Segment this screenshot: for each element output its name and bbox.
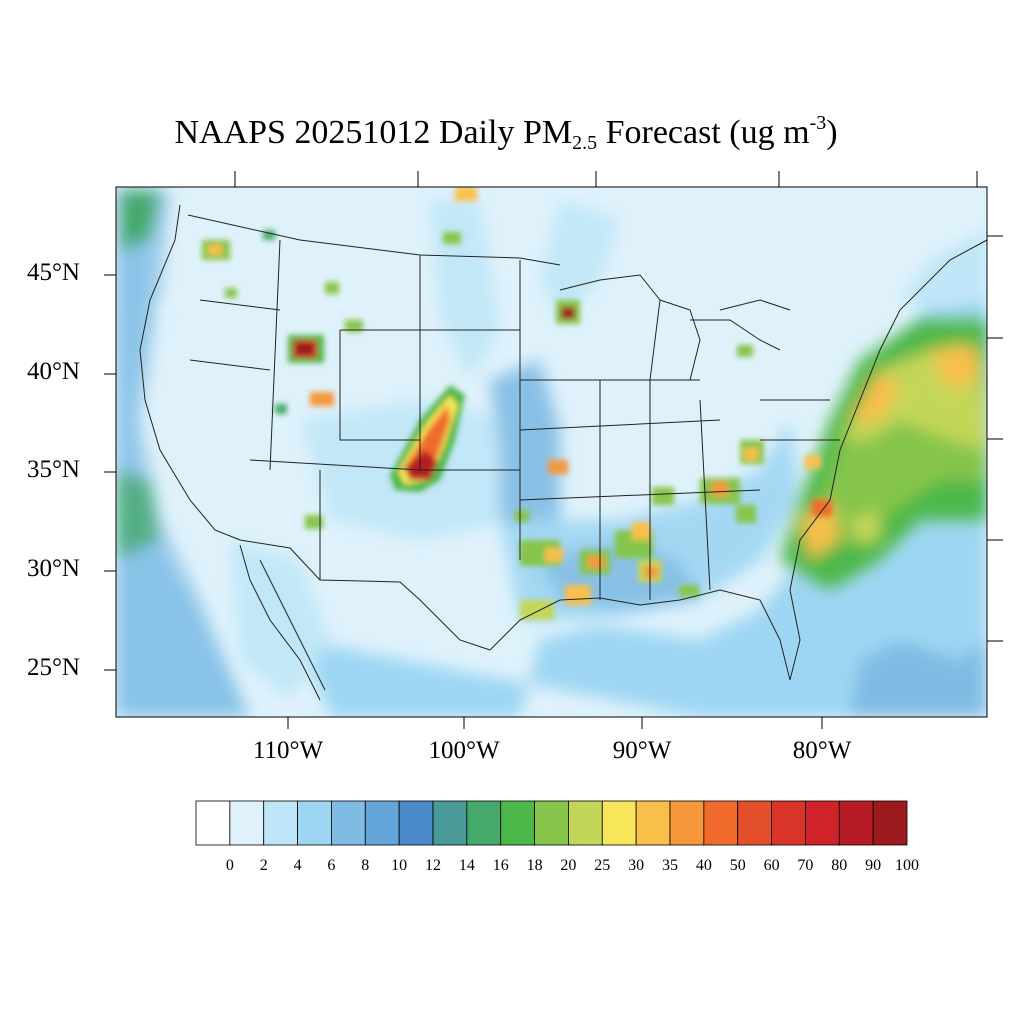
- coastlines-and-borders: [139, 204, 987, 701]
- colorbar-label: 0: [225, 857, 234, 874]
- lon-label-90w: 90°W: [612, 737, 672, 764]
- colorbar-label: 14: [458, 857, 475, 874]
- lat-label-45n: 45°N: [26, 259, 80, 286]
- colorbar-swatch: [466, 800, 502, 846]
- colorbar-swatch: [195, 800, 231, 846]
- colorbar-swatch: [297, 800, 332, 846]
- colorbar-label: 30: [628, 857, 645, 874]
- lat-label-25n: 25°N: [26, 654, 80, 681]
- colorbar-swatch: [805, 800, 840, 846]
- colorbar-swatch: [432, 800, 468, 846]
- colorbar-label: 60: [763, 857, 780, 874]
- lat-label-30n: 30°N: [26, 555, 80, 582]
- colorbar-label: 16: [492, 857, 509, 874]
- chart-title: NAAPS 20251012 Daily PM2.5 Forecast (ug …: [174, 112, 838, 154]
- lat-label-35n: 35°N: [26, 456, 80, 483]
- lon-label-80w: 80°W: [792, 737, 852, 764]
- colorbar-swatch: [838, 800, 874, 846]
- colorbar-swatch: [703, 800, 739, 846]
- colorbar-label: 8: [361, 857, 370, 874]
- colorbar-label: 100: [895, 857, 919, 874]
- colorbar-label: 35: [662, 857, 678, 874]
- colorbar-label: 6: [327, 857, 336, 874]
- lon-label-110w: 110°W: [252, 737, 324, 764]
- map-frame: [115, 186, 988, 718]
- colorbar-label: 90: [865, 857, 882, 874]
- colorbar-swatch: [500, 800, 535, 846]
- lon-label-100w: 100°W: [428, 737, 500, 764]
- colorbar-swatch: [872, 800, 908, 846]
- colorbar-swatch: [364, 800, 400, 846]
- colorbar-label: 80: [831, 857, 848, 874]
- colorbar-label: 25: [594, 857, 611, 874]
- colorbar-label: 70: [797, 857, 814, 874]
- colorbar-swatch: [771, 800, 806, 846]
- colorbar-swatch: [635, 800, 671, 846]
- colorbar-label: 4: [293, 857, 302, 874]
- colorbar-swatch: [229, 800, 265, 846]
- colorbar-swatch: [331, 800, 366, 846]
- colorbar-swatch: [398, 800, 434, 846]
- colorbar-swatch: [601, 800, 637, 846]
- colorbar-swatch: [568, 800, 603, 846]
- colorbar-label: 20: [560, 857, 577, 874]
- colorbar-label: 40: [695, 857, 712, 874]
- concentration-field: [116, 187, 987, 717]
- colorbar-swatch: [534, 800, 569, 846]
- colorbar-label: 50: [729, 857, 746, 874]
- axis-ticks: [104, 171, 1003, 729]
- colorbar-swatch: [669, 800, 705, 846]
- colorbar: [195, 800, 908, 846]
- colorbar-label: 18: [526, 857, 543, 874]
- lat-label-40n: 40°N: [26, 358, 80, 385]
- colorbar-swatch: [263, 800, 298, 846]
- colorbar-label: 12: [425, 857, 441, 874]
- colorbar-swatch: [737, 800, 772, 846]
- fire-hotspots: [202, 187, 832, 620]
- colorbar-label: 10: [391, 857, 408, 874]
- colorbar-label: 2: [259, 857, 268, 874]
